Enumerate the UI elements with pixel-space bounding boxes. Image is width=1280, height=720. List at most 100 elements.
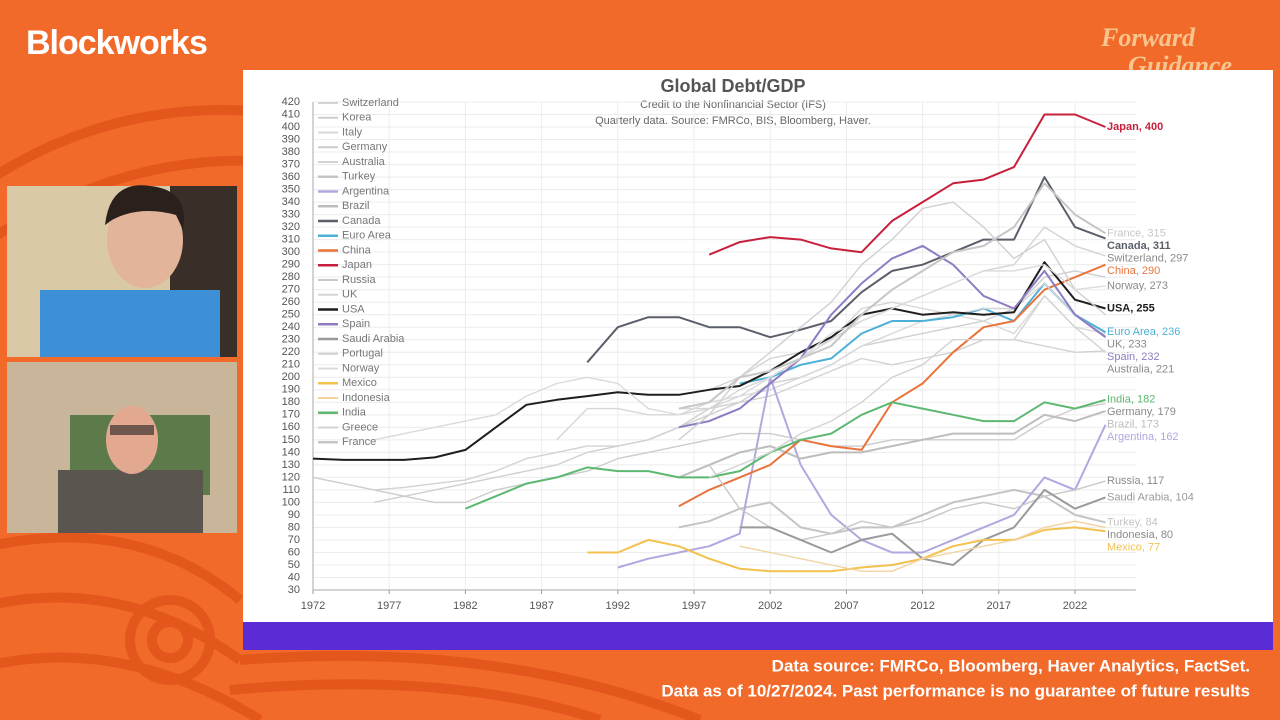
end-label: Mexico, 77 xyxy=(1107,541,1160,553)
panel-bar xyxy=(243,622,1273,650)
series-line xyxy=(312,402,1106,504)
y-tick-label: 290 xyxy=(282,259,300,271)
series-line xyxy=(586,176,1106,363)
y-tick-label: 230 xyxy=(282,334,300,346)
end-label: Turkey, 84 xyxy=(1107,516,1158,528)
end-label: Australia, 221 xyxy=(1107,364,1174,376)
y-tick-label: 210 xyxy=(282,359,300,371)
end-label: Argentina, 162 xyxy=(1107,431,1179,443)
y-tick-label: 260 xyxy=(282,296,300,308)
end-label: Russia, 117 xyxy=(1107,475,1164,487)
footer-note: Data as of 10/27/2024. Past performance … xyxy=(661,681,1250,700)
legend-label: Indonesia xyxy=(342,392,391,404)
series-line xyxy=(708,295,1106,479)
legend-label: Argentina xyxy=(342,185,390,197)
series-line xyxy=(678,295,1106,410)
y-tick-label: 310 xyxy=(282,234,300,246)
x-tick-label: 1987 xyxy=(529,600,553,612)
end-label: Spain, 232 xyxy=(1107,351,1160,363)
series-line xyxy=(708,113,1106,256)
legend-label: Russia xyxy=(342,274,377,286)
y-tick-label: 70 xyxy=(288,534,300,546)
show-logo: Forward xyxy=(1100,23,1196,52)
y-tick-label: 250 xyxy=(282,309,300,321)
y-tick-label: 400 xyxy=(282,121,300,133)
end-label: China, 290 xyxy=(1107,265,1160,277)
y-tick-label: 190 xyxy=(282,384,300,396)
legend-label: China xyxy=(342,244,372,256)
legend-label: Greece xyxy=(342,421,378,433)
y-tick-label: 50 xyxy=(288,559,300,571)
y-tick-label: 420 xyxy=(282,96,300,108)
y-tick-label: 100 xyxy=(282,496,300,508)
series-line xyxy=(312,261,1106,461)
plot: 3040506070809010011012013014015016017018… xyxy=(282,96,1194,612)
y-tick-label: 110 xyxy=(282,484,300,496)
legend-label: Mexico xyxy=(342,377,377,389)
legend-label: Japan xyxy=(342,259,372,271)
end-label: Brazil, 173 xyxy=(1107,419,1159,431)
y-tick-label: 390 xyxy=(282,133,300,145)
legend-label: India xyxy=(342,407,367,419)
y-tick-label: 60 xyxy=(288,546,300,558)
x-tick-label: 2017 xyxy=(987,600,1011,612)
legend-label: Korea xyxy=(342,112,372,124)
y-tick-label: 370 xyxy=(282,158,300,170)
footer-note: Data source: FMRCo, Bloomberg, Haver Ana… xyxy=(772,656,1250,675)
x-tick-label: 2022 xyxy=(1063,600,1087,612)
y-tick-label: 220 xyxy=(282,346,300,358)
y-tick-label: 270 xyxy=(282,284,300,296)
legend-label: UK xyxy=(342,289,358,301)
y-tick-label: 150 xyxy=(282,434,300,446)
y-tick-label: 360 xyxy=(282,171,300,183)
brand: Blockworks xyxy=(26,24,207,62)
end-label: Japan, 400 xyxy=(1107,121,1163,133)
end-label: Norway, 273 xyxy=(1107,280,1168,292)
y-tick-label: 330 xyxy=(282,209,300,221)
chart-title: Global Debt/GDP xyxy=(660,76,805,96)
legend-label: Australia xyxy=(342,156,386,168)
end-label: France, 315 xyxy=(1107,227,1166,239)
legend-label: Norway xyxy=(342,362,380,374)
series-line xyxy=(678,410,1106,479)
x-tick-label: 1992 xyxy=(606,600,630,612)
y-tick-label: 80 xyxy=(288,521,300,533)
legend-label: Canada xyxy=(342,215,381,227)
series-line xyxy=(678,182,1107,410)
legend-label: Spain xyxy=(342,318,370,330)
series-line xyxy=(373,264,1106,441)
x-tick-label: 2002 xyxy=(758,600,782,612)
legend-label: Saudi Arabia xyxy=(342,333,405,345)
legend-label: Turkey xyxy=(342,171,376,183)
legend-label: Switzerland xyxy=(342,97,399,109)
chart-subtitle: Credit to the Nonfinancial Sector (IFS) xyxy=(640,99,826,111)
x-tick-label: 2012 xyxy=(910,600,934,612)
x-tick-label: 1972 xyxy=(301,600,325,612)
y-tick-label: 170 xyxy=(282,409,300,421)
y-tick-label: 380 xyxy=(282,146,300,158)
series-line xyxy=(678,201,1106,441)
y-tick-label: 30 xyxy=(288,584,300,596)
series-line xyxy=(739,520,1106,572)
legend-label: USA xyxy=(342,303,365,315)
end-label: Saudi Arabia, 104 xyxy=(1107,491,1194,503)
end-label: Canada, 311 xyxy=(1107,240,1171,252)
legend-label: Germany xyxy=(342,141,388,153)
y-tick-label: 40 xyxy=(288,571,300,583)
end-label: India, 182 xyxy=(1107,394,1155,406)
y-tick-label: 180 xyxy=(282,396,300,408)
end-label: Switzerland, 297 xyxy=(1107,252,1188,264)
x-tick-label: 1977 xyxy=(377,600,401,612)
chart-subtitle: Quarterly data. Source: FMRCo, BIS, Bloo… xyxy=(595,115,871,127)
y-tick-label: 200 xyxy=(282,371,300,383)
x-tick-label: 1997 xyxy=(682,600,706,612)
end-label: Germany, 179 xyxy=(1107,406,1176,418)
series-line xyxy=(465,398,1106,510)
end-label: Euro Area, 236 xyxy=(1107,326,1180,338)
legend-label: France xyxy=(342,436,376,448)
y-tick-label: 90 xyxy=(288,509,300,521)
series-line xyxy=(678,244,1107,429)
end-label: Indonesia, 80 xyxy=(1107,529,1173,541)
webcam-bottom xyxy=(7,362,237,533)
x-tick-label: 1982 xyxy=(453,600,477,612)
